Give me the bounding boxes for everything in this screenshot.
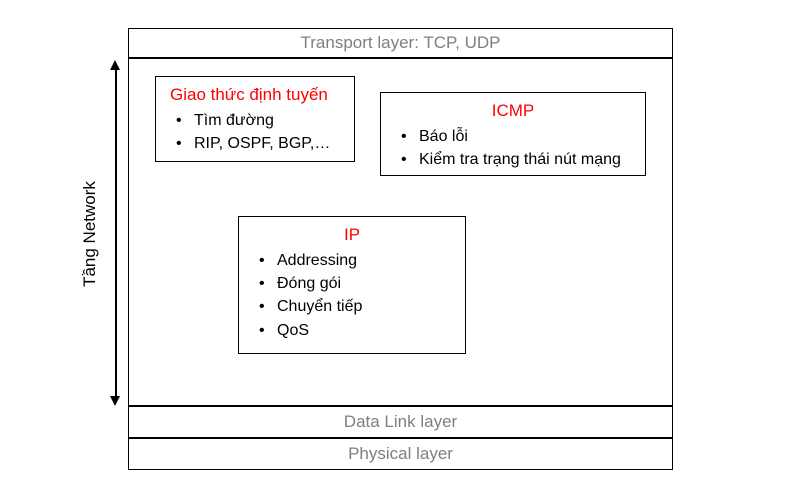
physical-layer-label: Physical layer [348,444,453,464]
ip-title: IP [253,225,451,245]
ip-item: Addressing [259,249,451,272]
datalink-layer-label: Data Link layer [344,412,457,432]
icmp-items: Báo lỗi Kiểm tra trạng thái nút mạng [395,125,631,171]
routing-items: Tìm đường RIP, OSPF, BGP,… [170,109,340,155]
ip-item: Đóng gói [259,272,451,295]
datalink-layer-row: Data Link layer [128,406,673,438]
ip-box: IP Addressing Đóng gói Chuyển tiếp QoS [238,216,466,354]
routing-title: Giao thức định tuyến [170,85,340,105]
physical-layer-row: Physical layer [128,438,673,470]
routing-item: RIP, OSPF, BGP,… [176,132,340,155]
diagram-canvas: Tầng Network Transport layer: TCP, UDP G… [0,0,800,500]
transport-layer-row: Transport layer: TCP, UDP [128,28,673,58]
ip-item: QoS [259,319,451,342]
icmp-item: Kiểm tra trạng thái nút mạng [401,148,631,171]
routing-item: Tìm đường [176,109,340,132]
icmp-title: ICMP [395,101,631,121]
network-span-arrow-head-bottom [110,396,120,406]
network-span-arrow-line [115,70,117,396]
icmp-item: Báo lỗi [401,125,631,148]
network-span-arrow-head-top [110,60,120,70]
ip-items: Addressing Đóng gói Chuyển tiếp QoS [253,249,451,342]
side-axis-label: Tầng Network [80,174,100,294]
routing-protocol-box: Giao thức định tuyến Tìm đường RIP, OSPF… [155,76,355,162]
icmp-box: ICMP Báo lỗi Kiểm tra trạng thái nút mạn… [380,92,646,176]
transport-layer-label: Transport layer: TCP, UDP [301,33,501,53]
ip-item: Chuyển tiếp [259,295,451,318]
